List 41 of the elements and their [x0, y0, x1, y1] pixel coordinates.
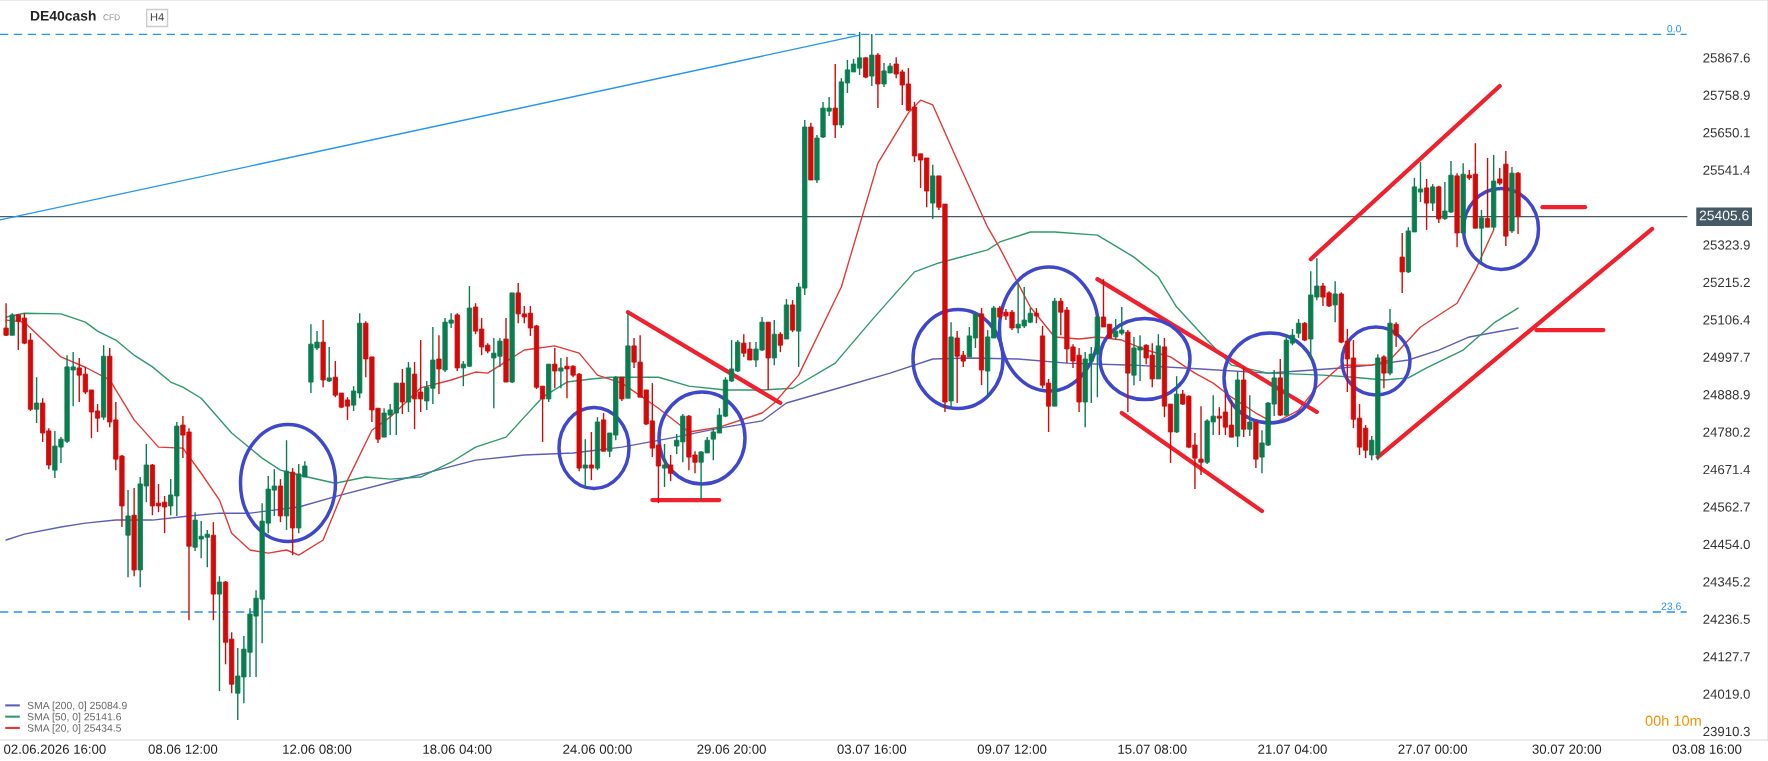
- y-tick-label: 24888.9: [1703, 390, 1750, 400]
- x-tick-label: 15.07 08:00: [1118, 744, 1187, 754]
- annotation: 23.6: [1661, 602, 1681, 610]
- y-tick-label: 24997.7: [1703, 352, 1750, 362]
- y-tick-label: 24562.7: [1703, 502, 1750, 512]
- y-tick-label: 24454.0: [1703, 539, 1750, 550]
- x-tick-label: 27.07 00:00: [1398, 744, 1468, 754]
- x-tick-label: 03.07 16:00: [837, 744, 907, 754]
- y-tick-label: 25650.1: [1703, 128, 1750, 138]
- annotation: 0.0: [1667, 24, 1681, 33]
- x-tick-label: 24.06 00:00: [563, 744, 632, 754]
- annotation: 00h 10m: [1645, 715, 1701, 726]
- y-tick-label: 24345.2: [1703, 577, 1750, 587]
- y-tick-label: 25541.4: [1703, 165, 1751, 175]
- y-tick-label: 25215.2: [1703, 277, 1750, 288]
- x-tick-label: 29.06 20:00: [697, 744, 766, 754]
- annotation: H4: [150, 13, 164, 21]
- y-tick-label: 24127.7: [1703, 652, 1750, 662]
- y-tick-label: 24780.2: [1703, 427, 1750, 437]
- x-tick-label: 09.07 12:00: [977, 744, 1047, 754]
- y-tick-label: 24236.5: [1703, 614, 1750, 624]
- legend-label: SMA [200, 0] 25084.9: [27, 701, 127, 712]
- x-tick-label: 30.07 20:00: [1532, 744, 1602, 754]
- x-tick-label: 18.06 04:00: [423, 744, 492, 754]
- legend-label: SMA [50, 0] 25141.6: [27, 712, 122, 723]
- annotation: CFD: [103, 14, 120, 21]
- x-tick-label: 21.07 04:00: [1258, 744, 1327, 754]
- x-tick-label: 08.06 12:00: [148, 744, 218, 754]
- legend-label: SMA [20, 0] 25434.5: [27, 724, 122, 734]
- x-tick-label: 03.08 16:00: [1672, 744, 1742, 754]
- y-tick-label: 24019.0: [1703, 689, 1750, 699]
- y-tick-label: 25323.9: [1703, 240, 1750, 250]
- text: DE40cash: [30, 10, 96, 21]
- y-tick-label: 23910.3: [1703, 726, 1750, 737]
- ref-line-label: 25405.6: [1699, 210, 1749, 221]
- y-tick-label: 25867.6: [1703, 53, 1750, 63]
- y-tick-label: 25758.9: [1703, 90, 1750, 100]
- y-tick-label: 25106.4: [1703, 315, 1751, 325]
- y-tick-label: 24671.4: [1703, 464, 1751, 475]
- x-tick-label: 02.06.2026 16:00: [4, 744, 106, 754]
- x-tick-label: 12.06 08:00: [283, 744, 352, 754]
